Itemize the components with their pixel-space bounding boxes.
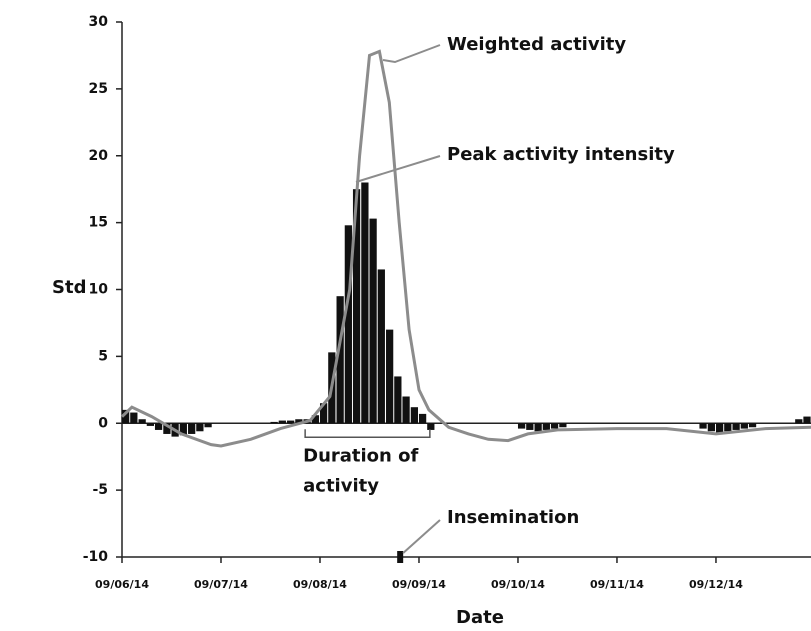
y-tick-label: 10 xyxy=(89,282,109,298)
x-tick-label: 09/09/14 xyxy=(392,578,446,591)
bar xyxy=(295,419,303,424)
bar xyxy=(517,423,526,429)
leader-line xyxy=(402,519,441,554)
bar xyxy=(138,419,146,424)
x-tick-label: 09/10/14 xyxy=(491,578,545,591)
bar xyxy=(336,296,344,424)
leader-line xyxy=(382,44,441,64)
x-tick-label: 09/11/14 xyxy=(590,578,644,591)
bar xyxy=(278,420,286,424)
y-tick-label: 5 xyxy=(98,348,108,364)
bar xyxy=(270,421,278,424)
bar xyxy=(724,423,732,432)
bar xyxy=(352,189,361,424)
x-tick-label: 09/06/14 xyxy=(95,578,149,591)
annotation: Duration of xyxy=(303,445,418,466)
duration-bracket xyxy=(304,429,431,438)
bar xyxy=(795,419,803,424)
bar xyxy=(732,423,740,430)
y-axis-label: Std xyxy=(52,277,86,298)
bar xyxy=(188,423,196,434)
bar xyxy=(369,218,377,424)
bar xyxy=(311,415,320,424)
bar xyxy=(394,376,402,424)
bar xyxy=(534,423,542,432)
bar xyxy=(748,423,757,428)
bar xyxy=(559,423,567,428)
bar xyxy=(130,412,138,424)
bar xyxy=(146,423,154,426)
leader-line xyxy=(355,155,441,183)
annotation: Weighted activity xyxy=(447,34,626,55)
bar xyxy=(402,396,410,424)
y-tick-label: 15 xyxy=(89,215,108,231)
bar xyxy=(386,329,394,424)
bar xyxy=(344,225,352,424)
bar xyxy=(542,423,550,430)
bar xyxy=(699,423,707,429)
x-axis-label: Date xyxy=(456,607,504,628)
annotation: Peak activity intensity xyxy=(447,144,675,165)
bar xyxy=(740,423,748,429)
bar xyxy=(550,423,559,429)
bar xyxy=(319,403,328,424)
bar xyxy=(526,423,534,430)
bar xyxy=(427,423,435,430)
x-tick-label: 09/12/14 xyxy=(689,578,743,591)
x-tick-label: 09/08/14 xyxy=(293,578,347,591)
y-tick-label: 25 xyxy=(89,81,108,97)
y-tick-label: -5 xyxy=(92,482,108,498)
x-tick-label: 09/07/14 xyxy=(194,578,248,591)
y-tick-label: 30 xyxy=(89,14,109,30)
bar xyxy=(122,409,130,424)
bar xyxy=(179,423,187,436)
bar xyxy=(196,423,204,432)
bar xyxy=(707,423,715,432)
annotation: Insemination xyxy=(447,507,579,528)
bar xyxy=(154,423,163,430)
weighted-activity-line xyxy=(120,49,811,448)
bar xyxy=(377,269,385,424)
bar xyxy=(410,407,419,424)
bar xyxy=(418,413,427,424)
bar xyxy=(163,423,171,434)
bar xyxy=(715,423,724,433)
annotation: activity xyxy=(303,475,379,496)
bar xyxy=(287,420,295,424)
bar xyxy=(803,416,811,424)
y-tick-label: 20 xyxy=(89,148,109,164)
insemination-marker xyxy=(397,551,404,563)
bar xyxy=(204,423,212,428)
bar xyxy=(361,182,369,424)
y-tick-label: 0 xyxy=(98,415,108,431)
y-tick-label: -10 xyxy=(83,549,109,565)
